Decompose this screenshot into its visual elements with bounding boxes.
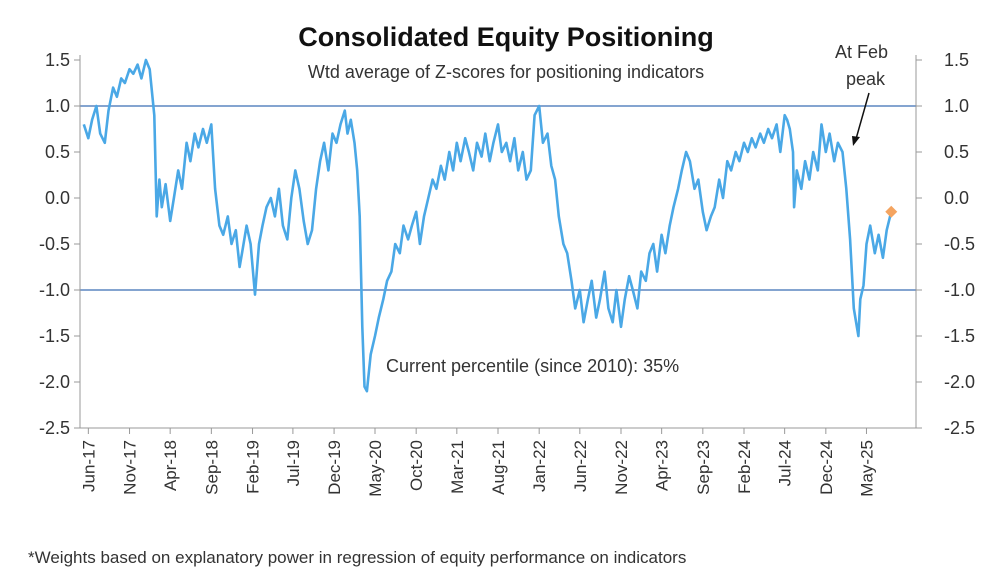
x-tick-label: Dec-24 [817, 440, 836, 495]
y-tick-label-right: 0.5 [944, 142, 969, 162]
y-axis-right: 1.5 1.0 0.5 0.0 -0.5 -1.0 -1.5 -2.0 -2.5 [916, 50, 975, 438]
y-tick-label-left: 1.0 [45, 96, 70, 116]
x-tick-label: Oct-20 [407, 440, 426, 491]
x-tick-label: Feb-19 [244, 440, 263, 494]
x-tick-label: Jul-19 [284, 440, 303, 486]
y-tick-label-left: 0.0 [45, 188, 70, 208]
percentile-annotation: Current percentile (since 2010): 35% [386, 356, 679, 376]
x-tick-label: Jan-22 [530, 440, 549, 492]
y-axis-left: 1.5 1.0 0.5 0.0 -0.5 -1.0 -1.5 -2.0 -2.5 [39, 50, 80, 438]
y-tick-label-left: -2.5 [39, 418, 70, 438]
y-tick-label-right: 1.5 [944, 50, 969, 70]
x-tick-label: Apr-23 [653, 440, 672, 491]
y-tick-label-left: 1.5 [45, 50, 70, 70]
feb-peak-arrow [852, 92, 870, 146]
current-value-marker [885, 205, 898, 218]
x-tick-label: Sep-18 [202, 440, 221, 495]
y-tick-label-left: -1.5 [39, 326, 70, 346]
y-tick-label-left: -0.5 [39, 234, 70, 254]
x-axis: Jun-17 Nov-17 Apr-18 Sep-18 Feb-19 Jul-19 Dec-… [79, 428, 876, 497]
y-tick-label-right: -2.5 [944, 418, 975, 438]
series-line [82, 58, 893, 393]
x-tick-label: Aug-21 [489, 440, 508, 495]
feb-peak-label-line1: At Feb [835, 42, 888, 62]
x-tick-label: May-25 [857, 440, 876, 497]
series-layer [82, 58, 898, 393]
x-tick-label: Feb-24 [735, 440, 754, 494]
x-tick-label: Sep-23 [694, 440, 713, 495]
x-tick-label: Dec-19 [325, 440, 344, 495]
x-tick-label: Nov-22 [612, 440, 631, 495]
y-tick-label-left: -2.0 [39, 372, 70, 392]
chart-title: Consolidated Equity Positioning [298, 22, 714, 52]
x-tick-label: Nov-17 [121, 440, 140, 495]
feb-peak-label-line2: peak [846, 69, 886, 89]
x-tick-label: Jul-24 [776, 440, 795, 486]
chart-subtitle: Wtd average of Z-scores for positioning … [308, 62, 704, 82]
y-tick-label-right: -2.0 [944, 372, 975, 392]
x-tick-label: Mar-21 [448, 440, 467, 494]
y-tick-label-left: -1.0 [39, 280, 70, 300]
x-tick-label: Jun-22 [571, 440, 590, 492]
x-tick-label: Jun-17 [79, 440, 98, 492]
y-tick-label-right: -0.5 [944, 234, 975, 254]
x-tick-label: Apr-18 [161, 440, 180, 491]
y-tick-label-left: 0.5 [45, 142, 70, 162]
footnote: *Weights based on explanatory power in r… [28, 548, 686, 567]
y-tick-label-right: 1.0 [944, 96, 969, 116]
y-tick-label-right: 0.0 [944, 188, 969, 208]
y-tick-label-right: -1.5 [944, 326, 975, 346]
x-tick-label: May-20 [366, 440, 385, 497]
reference-lines [80, 105, 916, 291]
y-tick-label-right: -1.0 [944, 280, 975, 300]
